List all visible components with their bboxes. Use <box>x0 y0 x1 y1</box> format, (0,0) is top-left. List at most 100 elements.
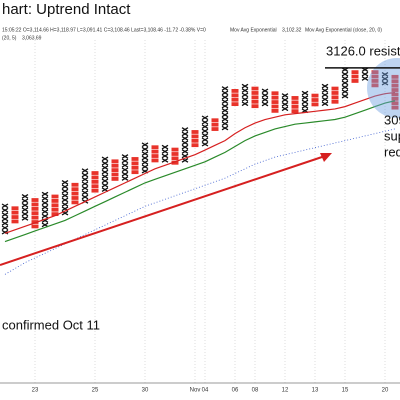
o-box <box>91 184 99 189</box>
annotation: 3126.0 resista <box>326 43 400 58</box>
o-column <box>191 130 199 148</box>
x-column <box>321 83 329 107</box>
x-column <box>121 154 129 181</box>
o-box <box>391 83 399 88</box>
x-box <box>301 95 309 100</box>
x-column <box>161 144 169 163</box>
o-box <box>171 147 179 152</box>
x-tick-label: Nov <box>190 388 201 394</box>
o-box <box>171 152 179 156</box>
x-box <box>181 131 189 137</box>
o-box <box>391 92 399 97</box>
x-tick-label: 30 <box>142 388 149 394</box>
x-tick-label: 04 <box>202 388 209 394</box>
x-box <box>221 112 229 118</box>
o-box <box>71 200 79 205</box>
o-column <box>391 74 399 110</box>
x-box <box>81 185 89 191</box>
o-box <box>31 206 39 211</box>
o-box <box>31 224 39 229</box>
x-box <box>141 142 149 148</box>
x-box <box>261 88 269 94</box>
o-box <box>331 99 339 104</box>
x-column <box>241 83 249 107</box>
x-box <box>81 177 89 182</box>
x-box <box>321 92 329 98</box>
x-box <box>61 201 69 207</box>
o-column <box>311 93 319 107</box>
x-box <box>341 71 349 77</box>
x-box <box>61 193 69 198</box>
o-box <box>231 102 239 107</box>
x-box <box>201 137 209 143</box>
o-box <box>151 149 159 154</box>
o-box <box>71 182 79 187</box>
x-box <box>121 176 129 181</box>
o-box <box>391 96 399 101</box>
o-column <box>271 91 279 113</box>
o-box <box>291 109 299 114</box>
x-tick-label: 15 <box>342 388 349 394</box>
o-box <box>331 86 339 91</box>
x-box <box>181 144 189 150</box>
x-box <box>41 222 49 228</box>
o-box <box>391 88 399 92</box>
x-box <box>341 80 349 86</box>
x-box <box>41 204 49 210</box>
o-box <box>11 210 19 215</box>
moving-average <box>4 91 396 234</box>
x-box <box>21 202 29 208</box>
o-column <box>331 86 339 104</box>
o-column <box>251 86 259 109</box>
x-box <box>1 207 9 213</box>
o-box <box>231 89 239 93</box>
x-box <box>201 133 209 138</box>
x-box <box>201 115 209 121</box>
o-box <box>111 168 119 173</box>
o-box <box>311 102 319 107</box>
x-column <box>381 72 389 86</box>
o-box <box>91 171 99 175</box>
x-tick-label: 20 <box>382 388 389 394</box>
o-box <box>351 79 359 83</box>
x-box <box>121 158 129 164</box>
o-box <box>11 206 19 211</box>
x-box <box>281 101 289 107</box>
o-box <box>31 202 39 207</box>
o-box <box>251 104 259 109</box>
o-box <box>351 70 359 75</box>
x-box <box>121 167 129 173</box>
ma-label: Mov Avg Exponential (close, 20, 0) <box>305 27 382 33</box>
x-tick-label: 25 <box>92 388 99 394</box>
x-box <box>181 127 189 132</box>
x-column <box>101 156 109 193</box>
x-box <box>21 216 29 221</box>
o-box <box>311 93 319 98</box>
x-box <box>61 188 69 194</box>
o-column <box>71 182 79 205</box>
x-box <box>261 97 269 102</box>
x-box <box>221 99 229 105</box>
x-box <box>141 151 149 156</box>
x-box <box>141 164 149 170</box>
x-box <box>41 196 49 201</box>
x-box <box>101 178 109 184</box>
x-box <box>361 71 369 77</box>
x-box <box>121 171 129 177</box>
x-box <box>301 90 309 96</box>
x-box <box>361 76 369 81</box>
o-box <box>91 188 99 193</box>
x-box <box>221 108 229 113</box>
o-box <box>111 159 119 164</box>
o-column <box>211 118 219 131</box>
o-box <box>51 199 59 203</box>
o-box <box>271 100 279 104</box>
x-column <box>221 86 229 131</box>
x-box <box>201 141 209 147</box>
x-box <box>341 84 349 90</box>
o-box <box>251 95 259 100</box>
ma-value: 3,063.69 <box>22 35 42 41</box>
x-column <box>261 88 269 107</box>
o-box <box>231 97 239 102</box>
